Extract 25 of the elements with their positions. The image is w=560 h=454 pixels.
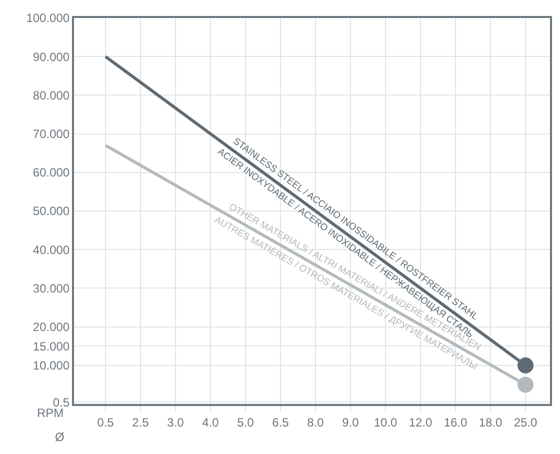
x-tick-label: 10.0	[374, 415, 398, 430]
y-tick-label: 100.000	[26, 11, 70, 26]
x-tick-label: 4.0	[202, 415, 220, 430]
y-tick-label: 15.000	[32, 339, 70, 354]
x-tick-label: 2.5	[132, 415, 150, 430]
y-tick-label: 80.000	[32, 88, 70, 102]
y-tick-label: 10.000	[32, 358, 70, 373]
x-tick-label: 12.0	[408, 415, 432, 430]
x-tick-label: 0.5	[97, 415, 114, 430]
y-tick-label: 20.000	[32, 320, 70, 334]
y-tick-label: 30.000	[32, 281, 70, 296]
x-tick-label: 3.0	[167, 415, 184, 430]
x-tick-label: 5.0	[237, 415, 254, 430]
y-tick-label: 60.000	[32, 166, 70, 180]
x-tick-label: 25.0	[514, 415, 538, 430]
y-tick-label: 40.000	[32, 242, 70, 257]
x-axis-title: Ø	[55, 430, 64, 444]
x-tick-label: 16.0	[444, 415, 468, 430]
x-tick-label: 6.5	[272, 415, 290, 430]
y-tick-label: 70.000	[32, 127, 70, 141]
x-tick-label: 18.0	[478, 415, 502, 430]
x-tick-label: 9.0	[342, 415, 360, 430]
y-tick-label: 50.000	[32, 204, 70, 218]
y-tick-label: 90.000	[32, 50, 70, 64]
x-tick-label: 8.0	[307, 415, 324, 430]
